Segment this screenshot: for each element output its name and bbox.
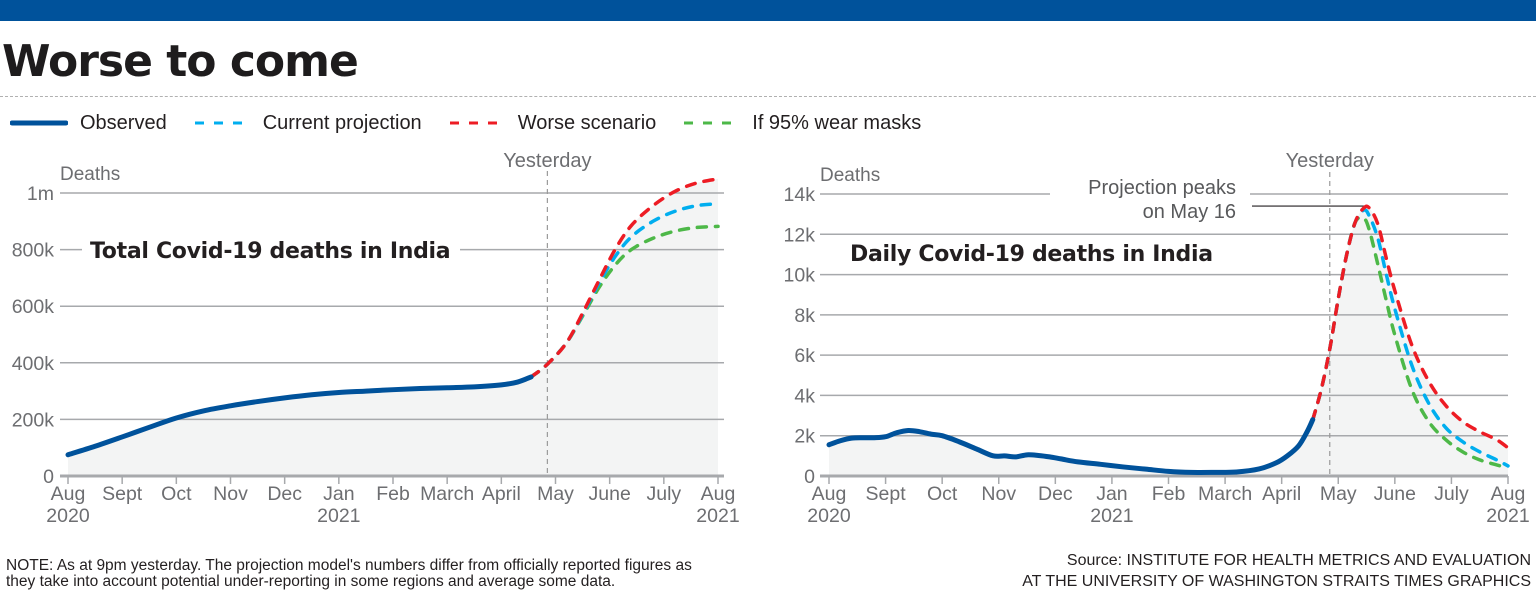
x-tick-label: Jan (1096, 483, 1127, 505)
y-tick-label: 2k (794, 426, 815, 448)
legend-label: Observed (80, 111, 167, 134)
y-tick-label: 8k (794, 305, 815, 327)
chart-area-fill (68, 178, 718, 476)
x-tick-label: June (589, 483, 631, 505)
legend-swatch-masks (684, 121, 739, 125)
legend-label: If 95% wear masks (752, 111, 922, 134)
x-tick-label: Jan (323, 483, 354, 505)
legend-swatch-worse (449, 121, 504, 125)
x-tick-label: May (537, 483, 574, 505)
x-tick-label: Nov (213, 483, 248, 505)
series-line-current-projection (1311, 208, 1510, 468)
x-tick-year-label: 2021 (1486, 505, 1529, 527)
yesterday-label: Yesterday (1286, 150, 1374, 172)
series-line-observed (65, 374, 534, 458)
x-tick-label: April (482, 483, 521, 505)
x-tick-label: Dec (1038, 483, 1073, 505)
x-tick-label: March (420, 483, 474, 505)
series-line-worse-scenario (1311, 204, 1510, 450)
x-tick-label: Feb (376, 483, 410, 505)
x-tick-label: Aug (1491, 483, 1526, 505)
legend-swatch-current (194, 121, 249, 125)
x-tick-label: Aug (812, 483, 847, 505)
y-tick-label: 800k (12, 240, 55, 262)
chart-area-fill (829, 206, 1508, 476)
y-tick-label: 200k (12, 409, 55, 431)
x-tick-year-label: 2020 (807, 505, 851, 527)
x-tick-label: Feb (1152, 483, 1186, 505)
footnote-line: they take into account potential under-r… (6, 573, 616, 590)
y-tick-label: 0 (804, 466, 815, 488)
x-tick-label: Oct (161, 483, 192, 505)
legend-item-current: Current projection (193, 112, 422, 135)
x-tick-year-label: 2021 (1090, 505, 1133, 527)
y-tick-label: 4k (794, 385, 815, 407)
peak-annotation-text: on May 16 (1143, 201, 1236, 223)
page-title: Worse to come (2, 36, 359, 87)
x-tick-label: Nov (981, 483, 1016, 505)
legend-item-masks: If 95% wear masks (682, 112, 921, 135)
legend: Observed Current projection Worse scenar… (10, 111, 947, 135)
y-tick-label: 1m (27, 183, 54, 205)
y-tick-label: 10k (784, 265, 816, 287)
x-tick-label: Oct (927, 483, 958, 505)
x-tick-label: Sept (866, 483, 907, 505)
y-tick-label: 0 (43, 466, 54, 488)
series-line-if-95-wear-masks (1311, 215, 1510, 470)
y-tick-label: 600k (12, 296, 55, 318)
x-tick-year-label: 2021 (317, 505, 360, 527)
chart-title: Total Covid-19 deaths in India (90, 239, 450, 264)
x-tick-label: Sept (102, 483, 143, 505)
source-line: AT THE UNIVERSITY OF WASHINGTON STRAITS … (1022, 573, 1531, 590)
series-line-observed (826, 417, 1316, 475)
footnote-line: NOTE: As at 9pm yesterday. The projectio… (6, 557, 692, 574)
top-brand-bar (0, 0, 1536, 21)
legend-swatch-observed (10, 120, 68, 126)
peak-annotation-text: Projection peaks (1088, 177, 1236, 199)
y-axis-title: Deaths (820, 165, 880, 186)
y-tick-label: 6k (794, 345, 815, 367)
x-tick-label: Aug (51, 483, 86, 505)
x-tick-label: July (1434, 483, 1469, 505)
series-line-worse-scenario (529, 177, 720, 379)
legend-label: Worse scenario (517, 111, 657, 134)
x-tick-label: April (1262, 483, 1301, 505)
x-tick-label: May (1320, 483, 1357, 505)
x-tick-label: July (646, 483, 681, 505)
y-tick-label: 400k (12, 353, 55, 375)
legend-item-worse: Worse scenario (448, 111, 657, 135)
chart-title: Daily Covid-19 deaths in India (850, 242, 1213, 267)
x-tick-label: Dec (267, 483, 302, 505)
yesterday-label: Yesterday (503, 150, 591, 172)
y-tick-label: 12k (784, 224, 816, 246)
source-line: Source: INSTITUTE FOR HEALTH METRICS AND… (1066, 552, 1531, 569)
y-axis-title: Deaths (60, 164, 120, 185)
footnote: NOTE: As at 9pm yesterday. The projectio… (6, 558, 692, 590)
x-tick-label: March (1198, 483, 1252, 505)
source-credit: Source: INSTITUTE FOR HEALTH METRICS AND… (1022, 550, 1531, 592)
y-tick-label: 14k (784, 184, 816, 206)
x-tick-year-label: 2020 (46, 505, 90, 527)
divider (0, 96, 1536, 97)
legend-item-observed: Observed (10, 112, 167, 135)
x-tick-label: June (1374, 483, 1416, 505)
x-tick-label: Aug (701, 483, 736, 505)
legend-label: Current projection (262, 111, 422, 134)
x-tick-year-label: 2021 (696, 505, 739, 527)
